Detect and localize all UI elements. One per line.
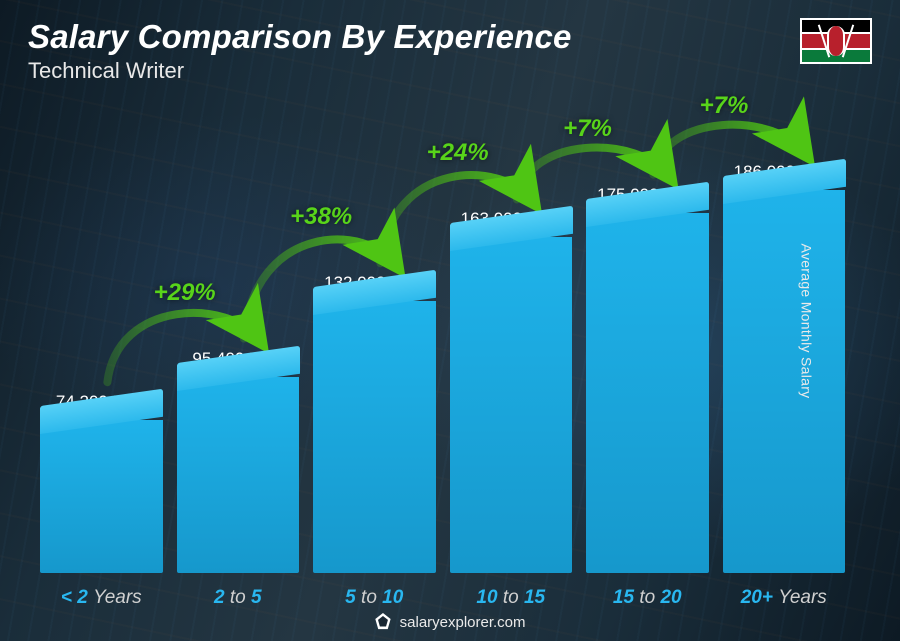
bar-body: 2 to 5 [177,377,300,573]
bar-body: 10 to 15 [450,237,573,573]
pct-label: +38% [290,203,352,231]
bar-0: 74,200 KES< 2 Years [40,392,163,573]
bar-body: 5 to 10 [313,301,436,573]
bar-body: 20+ Years [723,190,846,573]
bar-x-label: 15 to 20 [613,587,682,609]
pct-label: +7% [563,115,612,143]
bar-2: 132,000 KES5 to 10 [313,273,436,573]
footer: salaryexplorer.com [0,613,900,631]
title-block: Salary Comparison By Experience Technica… [28,18,572,84]
footer-text: salaryexplorer.com [400,614,526,631]
bar-x-label: 2 to 5 [214,587,262,609]
bar-chart: 74,200 KES< 2 Years95,400 KES2 to 5132,0… [40,130,845,573]
bar-x-label: < 2 Years [61,587,142,609]
bar-body: < 2 Years [40,420,163,573]
pct-label: +24% [427,139,489,167]
pct-label: +29% [154,279,216,307]
bar-4: 175,000 KES15 to 20 [586,185,709,573]
bar-x-label: 5 to 10 [345,587,403,609]
bar-body: 15 to 20 [586,213,709,573]
y-axis-label: Average Monthly Salary [799,243,815,398]
bar-3: 163,000 KES10 to 15 [450,209,573,573]
bar-1: 95,400 KES2 to 5 [177,349,300,573]
kenya-flag-icon [800,18,872,64]
bar-5: 186,000 KES20+ Years [723,162,846,573]
bar-x-label: 20+ Years [741,587,827,609]
pct-label: +7% [700,92,749,120]
logo-icon [374,613,391,630]
header: Salary Comparison By Experience Technica… [28,18,872,84]
page-subtitle: Technical Writer [28,58,572,84]
bar-x-label: 10 to 15 [476,587,545,609]
page-title: Salary Comparison By Experience [28,18,572,56]
